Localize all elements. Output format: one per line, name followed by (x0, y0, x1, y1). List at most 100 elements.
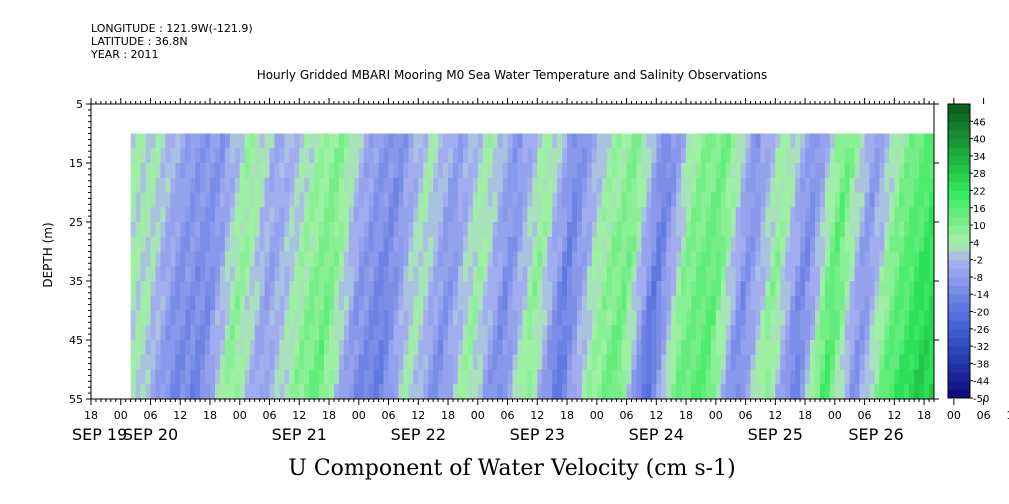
heatmap-cell (745, 133, 751, 149)
heatmap-cell (487, 148, 494, 164)
heatmap-cell (457, 163, 464, 179)
heatmap-cell (462, 325, 469, 341)
heatmap-cell (527, 266, 533, 282)
heatmap-cell (849, 295, 856, 311)
heatmap-cell (631, 192, 637, 208)
heatmap-cell (581, 251, 588, 267)
heatmap-cell (428, 222, 434, 238)
heatmap-cell (735, 177, 742, 193)
heatmap-cell (482, 340, 489, 356)
heatmap-cell (676, 192, 682, 208)
heatmap-cell (695, 251, 702, 267)
heatmap-cell (681, 207, 687, 223)
heatmap-cell (299, 369, 305, 385)
heatmap-cell (919, 163, 925, 179)
heatmap-cell (289, 222, 295, 238)
heatmap-cell (929, 295, 935, 311)
heatmap-cell (492, 354, 499, 370)
heatmap-cell (919, 369, 925, 385)
heatmap-cell (730, 281, 737, 297)
heatmap-cell (205, 281, 211, 297)
heatmap-cell (428, 163, 434, 179)
heatmap-cell (819, 148, 826, 164)
heatmap-cell (924, 133, 930, 149)
heatmap-cell (200, 192, 206, 208)
heatmap-cell (294, 236, 300, 252)
heatmap-cell (443, 148, 449, 164)
heatmap-cell (512, 281, 518, 297)
heatmap-cell (343, 251, 350, 267)
heatmap-cell (715, 354, 722, 370)
x-hour-label: 18 (441, 409, 455, 422)
heatmap-cell (671, 207, 677, 223)
heatmap-cell (651, 177, 657, 193)
heatmap-cell (363, 340, 370, 356)
heatmap-cell (651, 310, 657, 326)
heatmap-cell (180, 266, 186, 282)
heatmap-cell (780, 310, 786, 326)
heatmap-cell (373, 148, 380, 164)
heatmap-cell (720, 177, 727, 193)
heatmap-cell (448, 163, 454, 179)
heatmap-cell (790, 251, 796, 267)
heatmap-cell (175, 177, 181, 193)
heatmap-cell (314, 148, 320, 164)
heatmap-cell (140, 133, 146, 149)
heatmap-cell (348, 163, 355, 179)
heatmap-cell (611, 384, 618, 400)
heatmap-cell (814, 148, 821, 164)
heatmap-cell (844, 325, 851, 341)
heatmap-cell (304, 266, 310, 282)
heatmap-cell (542, 310, 548, 326)
heatmap-cell (309, 354, 315, 370)
heatmap-cell (224, 192, 231, 208)
heatmap-cell (601, 236, 608, 252)
heatmap-cell (879, 354, 885, 370)
heatmap-cell (393, 310, 399, 326)
heatmap-cell (517, 369, 523, 385)
heatmap-cell (229, 148, 236, 164)
heatmap-cell (289, 207, 295, 223)
heatmap-cell (239, 310, 246, 326)
heatmap-cell (205, 266, 211, 282)
heatmap-cell (621, 340, 627, 356)
heatmap-cell (358, 222, 365, 238)
heatmap-cell (472, 266, 479, 282)
heatmap-cell (289, 251, 295, 267)
heatmap-cell (274, 384, 280, 400)
heatmap-cell (834, 266, 841, 282)
heatmap-cell (671, 384, 677, 400)
heatmap-cell (849, 207, 856, 223)
heatmap-cell (522, 177, 528, 193)
heatmap-cell (239, 236, 246, 252)
heatmap-cell (929, 266, 935, 282)
heatmap-cell (606, 148, 613, 164)
heatmap-cell (398, 192, 404, 208)
heatmap-cell (348, 192, 355, 208)
heatmap-cell (229, 222, 236, 238)
heatmap-cell (304, 281, 310, 297)
heatmap-cell (527, 222, 533, 238)
heatmap-cell (329, 325, 335, 341)
heatmap-cell (929, 251, 935, 267)
heatmap-cell (854, 310, 861, 326)
heatmap-cell (433, 281, 439, 297)
heatmap-cell (547, 310, 553, 326)
heatmap-cell (413, 192, 419, 208)
heatmap-cell (720, 281, 727, 297)
heatmap-cell (814, 207, 821, 223)
heatmap-cell (408, 207, 414, 223)
heatmap-cell (740, 192, 746, 208)
heatmap-cell (899, 310, 905, 326)
heatmap-cell (725, 384, 732, 400)
heatmap-cell (641, 310, 647, 326)
heatmap-cell (795, 251, 801, 267)
heatmap-cell (681, 281, 687, 297)
colorbar-swatch (948, 121, 970, 131)
heatmap-cell (705, 325, 712, 341)
heatmap-cell (363, 369, 370, 385)
heatmap-cell (398, 236, 404, 252)
heatmap-cell (889, 133, 895, 149)
heatmap-cell (130, 192, 137, 208)
heatmap-cell (646, 251, 652, 267)
